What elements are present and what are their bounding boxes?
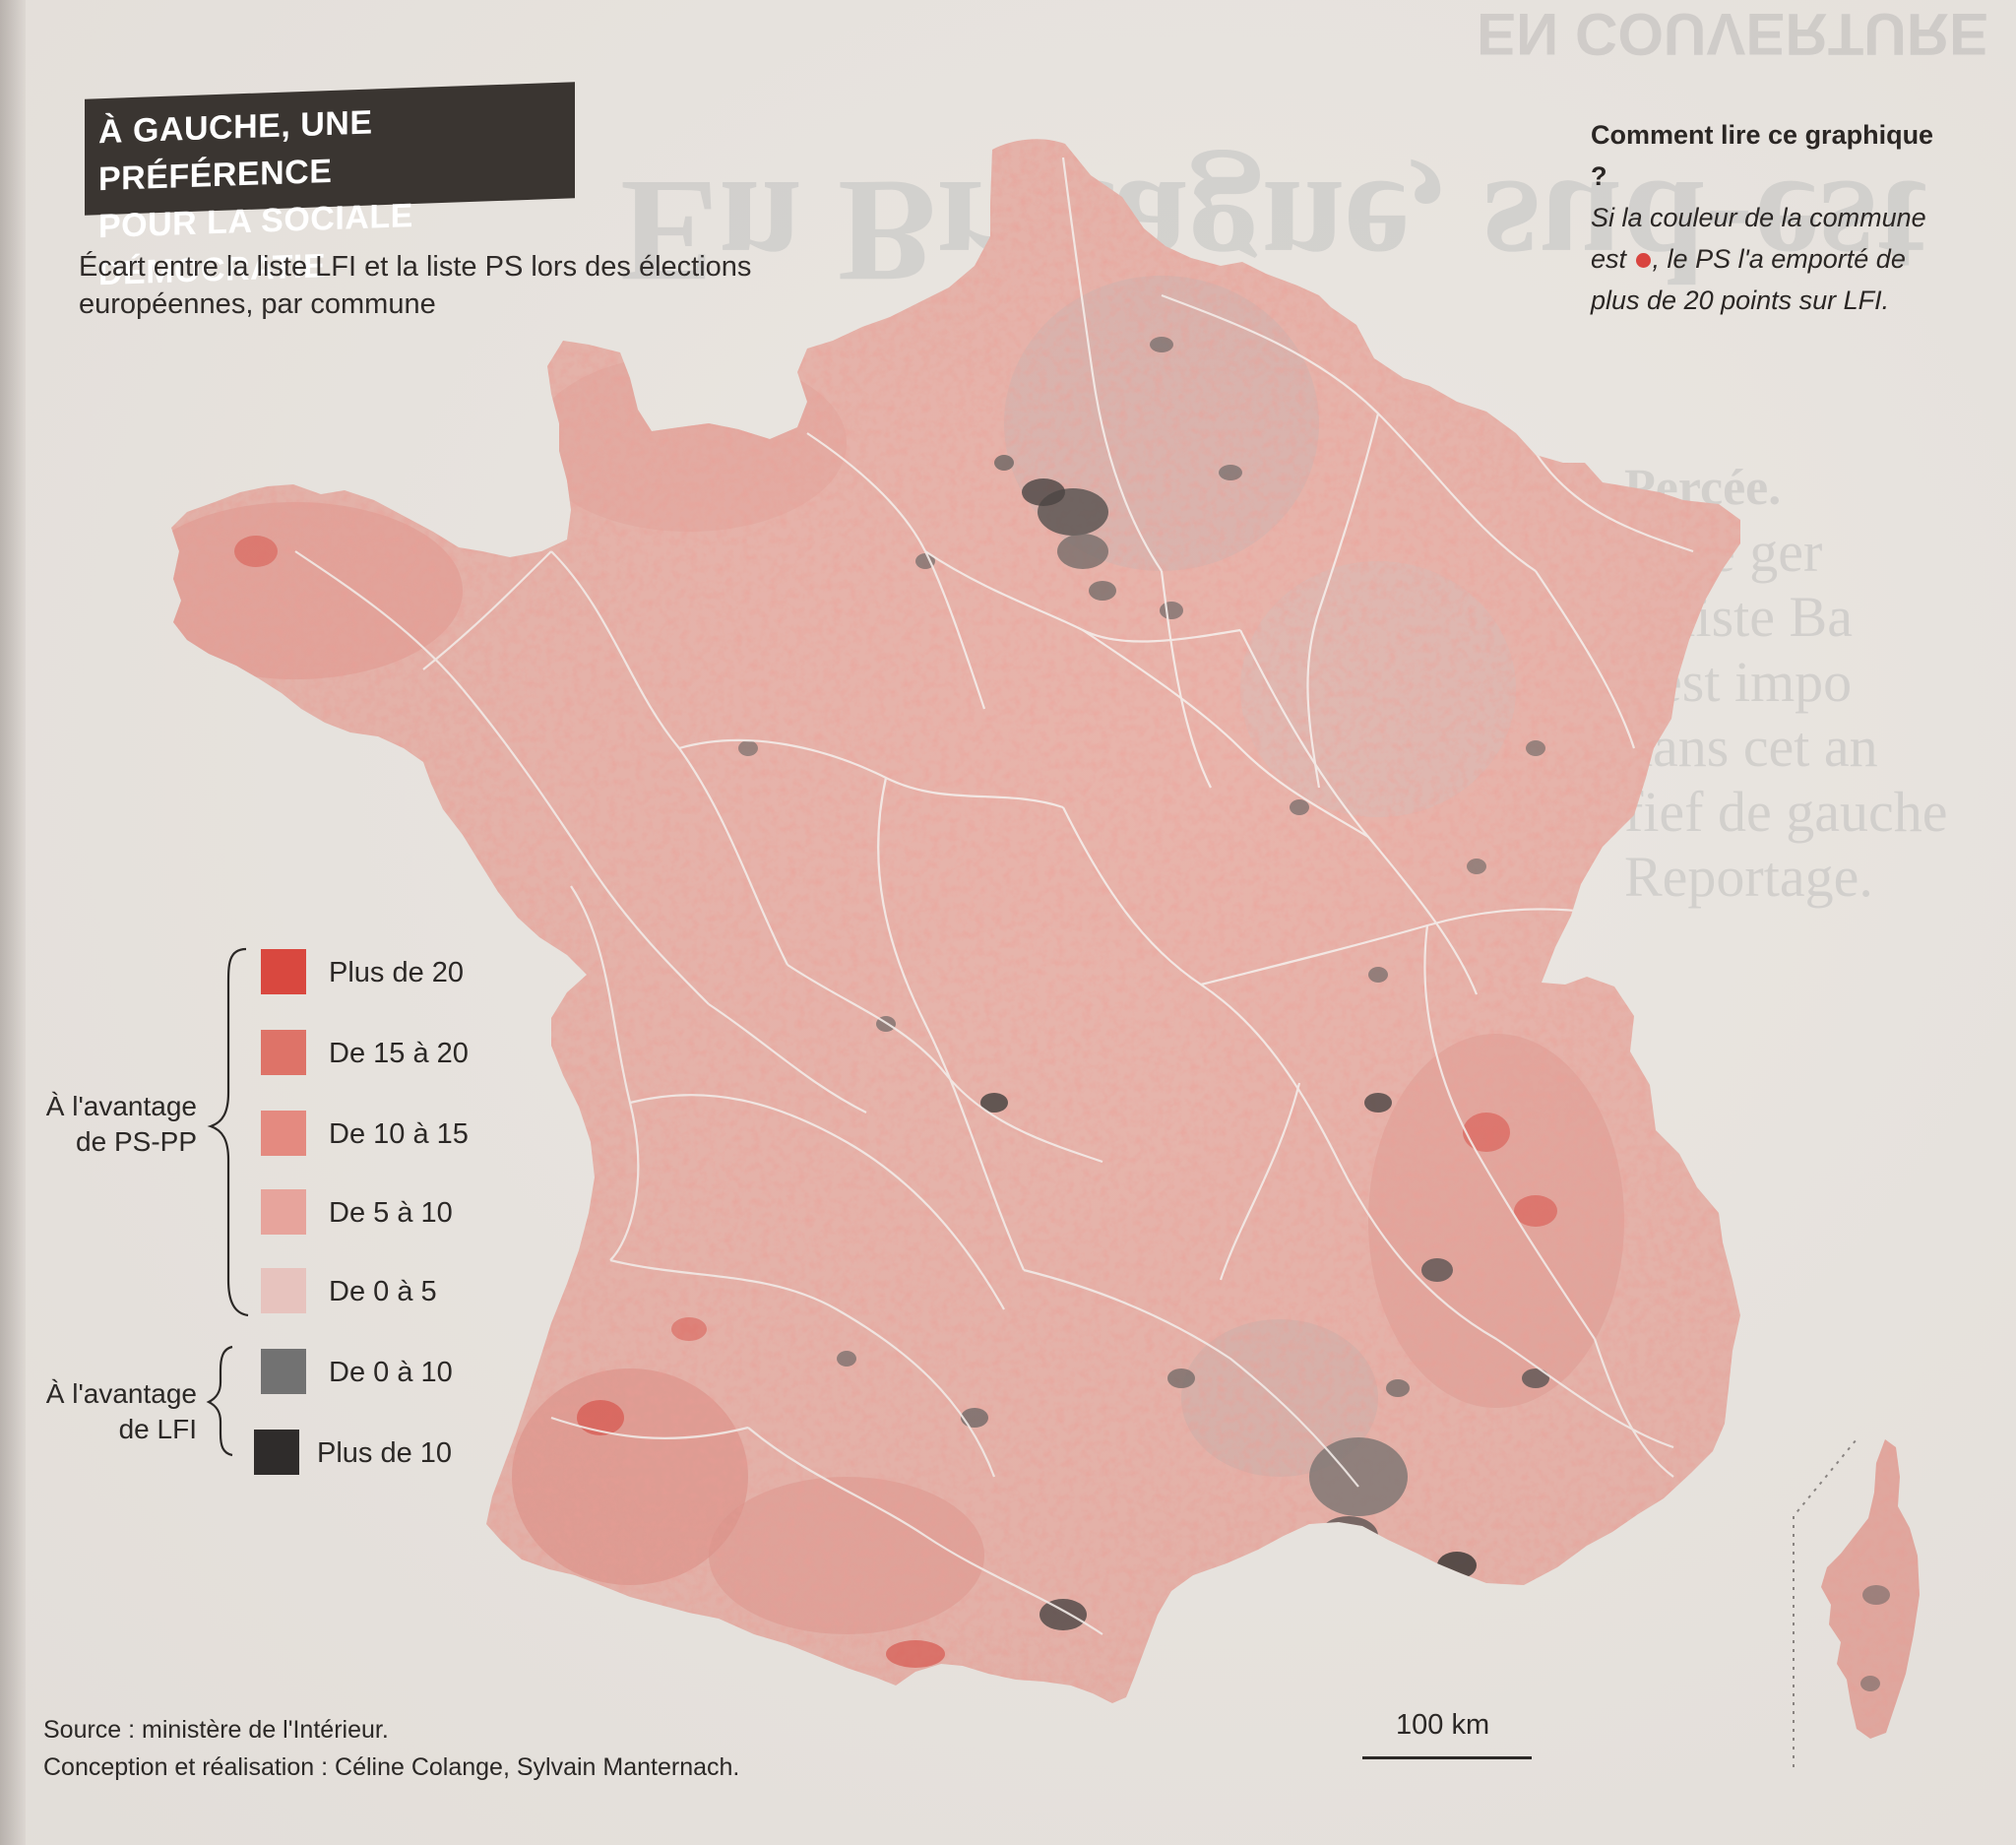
legend-group-ps: À l'avantage de PS-PP xyxy=(45,1091,197,1157)
page-binding-edge xyxy=(0,0,26,1845)
how-to-read-text-after: , le PS l'a emporté de plus de 20 points… xyxy=(1591,244,1906,315)
ps-strong-communes xyxy=(234,536,1557,1668)
credits-line: Conception et réalisation : Céline Colan… xyxy=(43,1753,740,1781)
source-line: Source : ministère de l'Intérieur. xyxy=(43,1716,389,1744)
legend-label-10-15: De 10 à 15 xyxy=(329,1118,469,1150)
how-to-read-body: Si la couleur de la commune est , le PS … xyxy=(1591,197,1945,321)
source-credit: Source : ministère de l'Intérieur. Conce… xyxy=(43,1711,739,1786)
map-subtitle: Écart entre la liste LFI et la liste PS … xyxy=(79,251,752,320)
background-snippet: dans cet an xyxy=(1624,715,1878,779)
department-borders xyxy=(294,157,1694,1635)
background-snippet: fief de gauche xyxy=(1624,780,1948,844)
legend-label-lfi-plus-10: Plus de 10 xyxy=(317,1437,453,1469)
corsica-inset-divider xyxy=(1793,1438,1858,1767)
legend-label-lfi-0-10: De 0 à 10 xyxy=(329,1357,453,1388)
scale-label: 100 km xyxy=(1396,1709,1490,1741)
legend-swatch-5-10 xyxy=(261,1189,306,1235)
legend-label-5-10: De 5 à 10 xyxy=(329,1197,453,1229)
how-to-read-title: Comment lire ce graphique ? xyxy=(1591,120,1934,191)
corsica-lfi-area xyxy=(1862,1585,1890,1605)
how-to-read-text-before: Si la couleur de la commune est xyxy=(1591,203,1926,274)
scale-bar xyxy=(1362,1756,1532,1759)
legend-swatch-lfi-plus-10 xyxy=(254,1430,299,1475)
background-snippet: Reportage. xyxy=(1624,845,1873,909)
legend-swatch-15-20 xyxy=(261,1030,306,1075)
red-dot-icon xyxy=(1635,253,1651,269)
legend-swatch-10-15 xyxy=(261,1111,306,1156)
legend-label-plus-20: Plus de 20 xyxy=(329,957,465,988)
legend-group-lfi: À l'avantage de LFI xyxy=(45,1378,197,1444)
legend-swatch-lfi-0-10 xyxy=(261,1349,306,1394)
legend-label-15-20: De 15 à 20 xyxy=(329,1038,469,1069)
how-to-read-note: Comment lire ce graphique ? Si la couleu… xyxy=(1591,114,1945,321)
corsica-lfi-area xyxy=(1860,1676,1880,1691)
legend-swatch-plus-20 xyxy=(261,949,306,994)
legend-label-0-5: De 0 à 5 xyxy=(329,1276,437,1307)
legend-swatch-0-5 xyxy=(261,1268,306,1313)
